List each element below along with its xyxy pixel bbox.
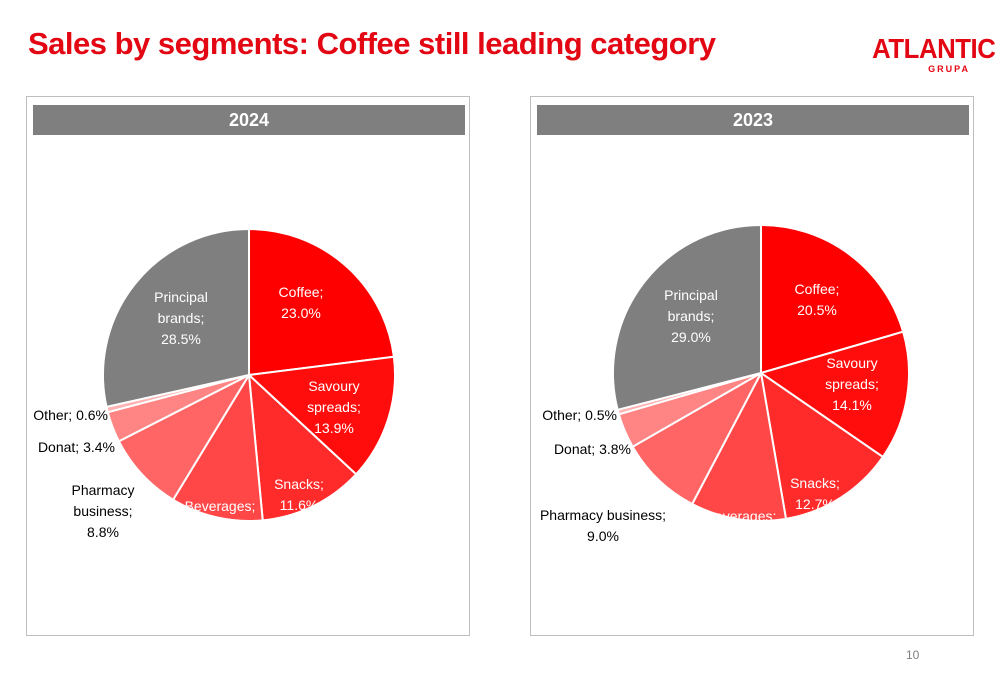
data-label-principal-brands: Principal brands; 28.5% xyxy=(154,289,208,347)
pie-slice-coffee xyxy=(248,228,395,376)
data-label-pharmacy-business: Pharmacy business; 8.8% xyxy=(71,482,134,540)
data-label-coffee: Coffee; 23.0% xyxy=(279,284,324,321)
logo-subtitle: GRUPA xyxy=(928,64,970,74)
pie-chart-2023: Coffee; 20.5% Savoury spreads; 14.1% Snacks; 1… xyxy=(540,224,910,545)
data-label-pharmacy-business: Pharmacy business; 9.0% xyxy=(540,507,666,544)
pie-slice-savoury-spreads xyxy=(248,355,396,476)
data-label-donat: Donat; 3.4% xyxy=(38,439,115,455)
data-label-savoury-spreads: Savoury spreads; 14.1% xyxy=(825,355,879,413)
logo-wordmark: ATLANTIC xyxy=(872,33,996,64)
pie-slice-pharmacy-business xyxy=(117,374,250,501)
chart-panel-2023: 2023 Coffee; 20.5% Savoury spreads; 14.1% Sna… xyxy=(530,96,974,636)
data-label-snacks: Snacks; 11.6% xyxy=(274,476,324,513)
chart-panel-2024: 2024 Coffee; 23.0% Savoury spreads; 13.9% Sna… xyxy=(26,96,470,636)
chart-title-2023: 2023 xyxy=(537,105,969,135)
pie-slice-savoury-spreads xyxy=(760,330,910,458)
company-logo: ATLANTIC GRUPA xyxy=(868,33,996,80)
data-label-beverages: Beverages; 10.2% xyxy=(185,498,256,535)
data-label-principal-brands: Principal brands; 29.0% xyxy=(664,287,718,345)
data-label-donat: Donat; 3.8% xyxy=(554,441,631,457)
pie-slice-principal-brands xyxy=(612,224,762,411)
data-label-beverages: Beverages; 10.4% xyxy=(706,508,777,545)
pie-slice-coffee xyxy=(760,224,905,374)
pie-slice-principal-brands xyxy=(102,228,250,408)
chart-title-2024: 2024 xyxy=(33,105,465,135)
pie-slice-beverages xyxy=(691,372,787,522)
page-title: Sales by segments: Coffee still leading … xyxy=(28,26,716,61)
data-label-snacks: Snacks; 12.7% xyxy=(790,475,840,512)
pie-chart-2024: Coffee; 23.0% Savoury spreads; 13.9% Snacks; 1… xyxy=(33,228,396,540)
data-label-other: Other; 0.6% xyxy=(33,407,108,423)
data-label-coffee: Coffee; 20.5% xyxy=(795,281,840,318)
data-label-other: Other; 0.5% xyxy=(542,407,617,423)
pie-slice-snacks xyxy=(248,374,358,522)
pie-slice-beverages xyxy=(172,374,264,522)
pie-slice-pharmacy-business xyxy=(631,372,762,506)
data-label-savoury-spreads: Savoury spreads; 13.9% xyxy=(307,378,361,436)
page-number: 10 xyxy=(906,648,920,662)
pie-slice-snacks xyxy=(760,372,884,520)
